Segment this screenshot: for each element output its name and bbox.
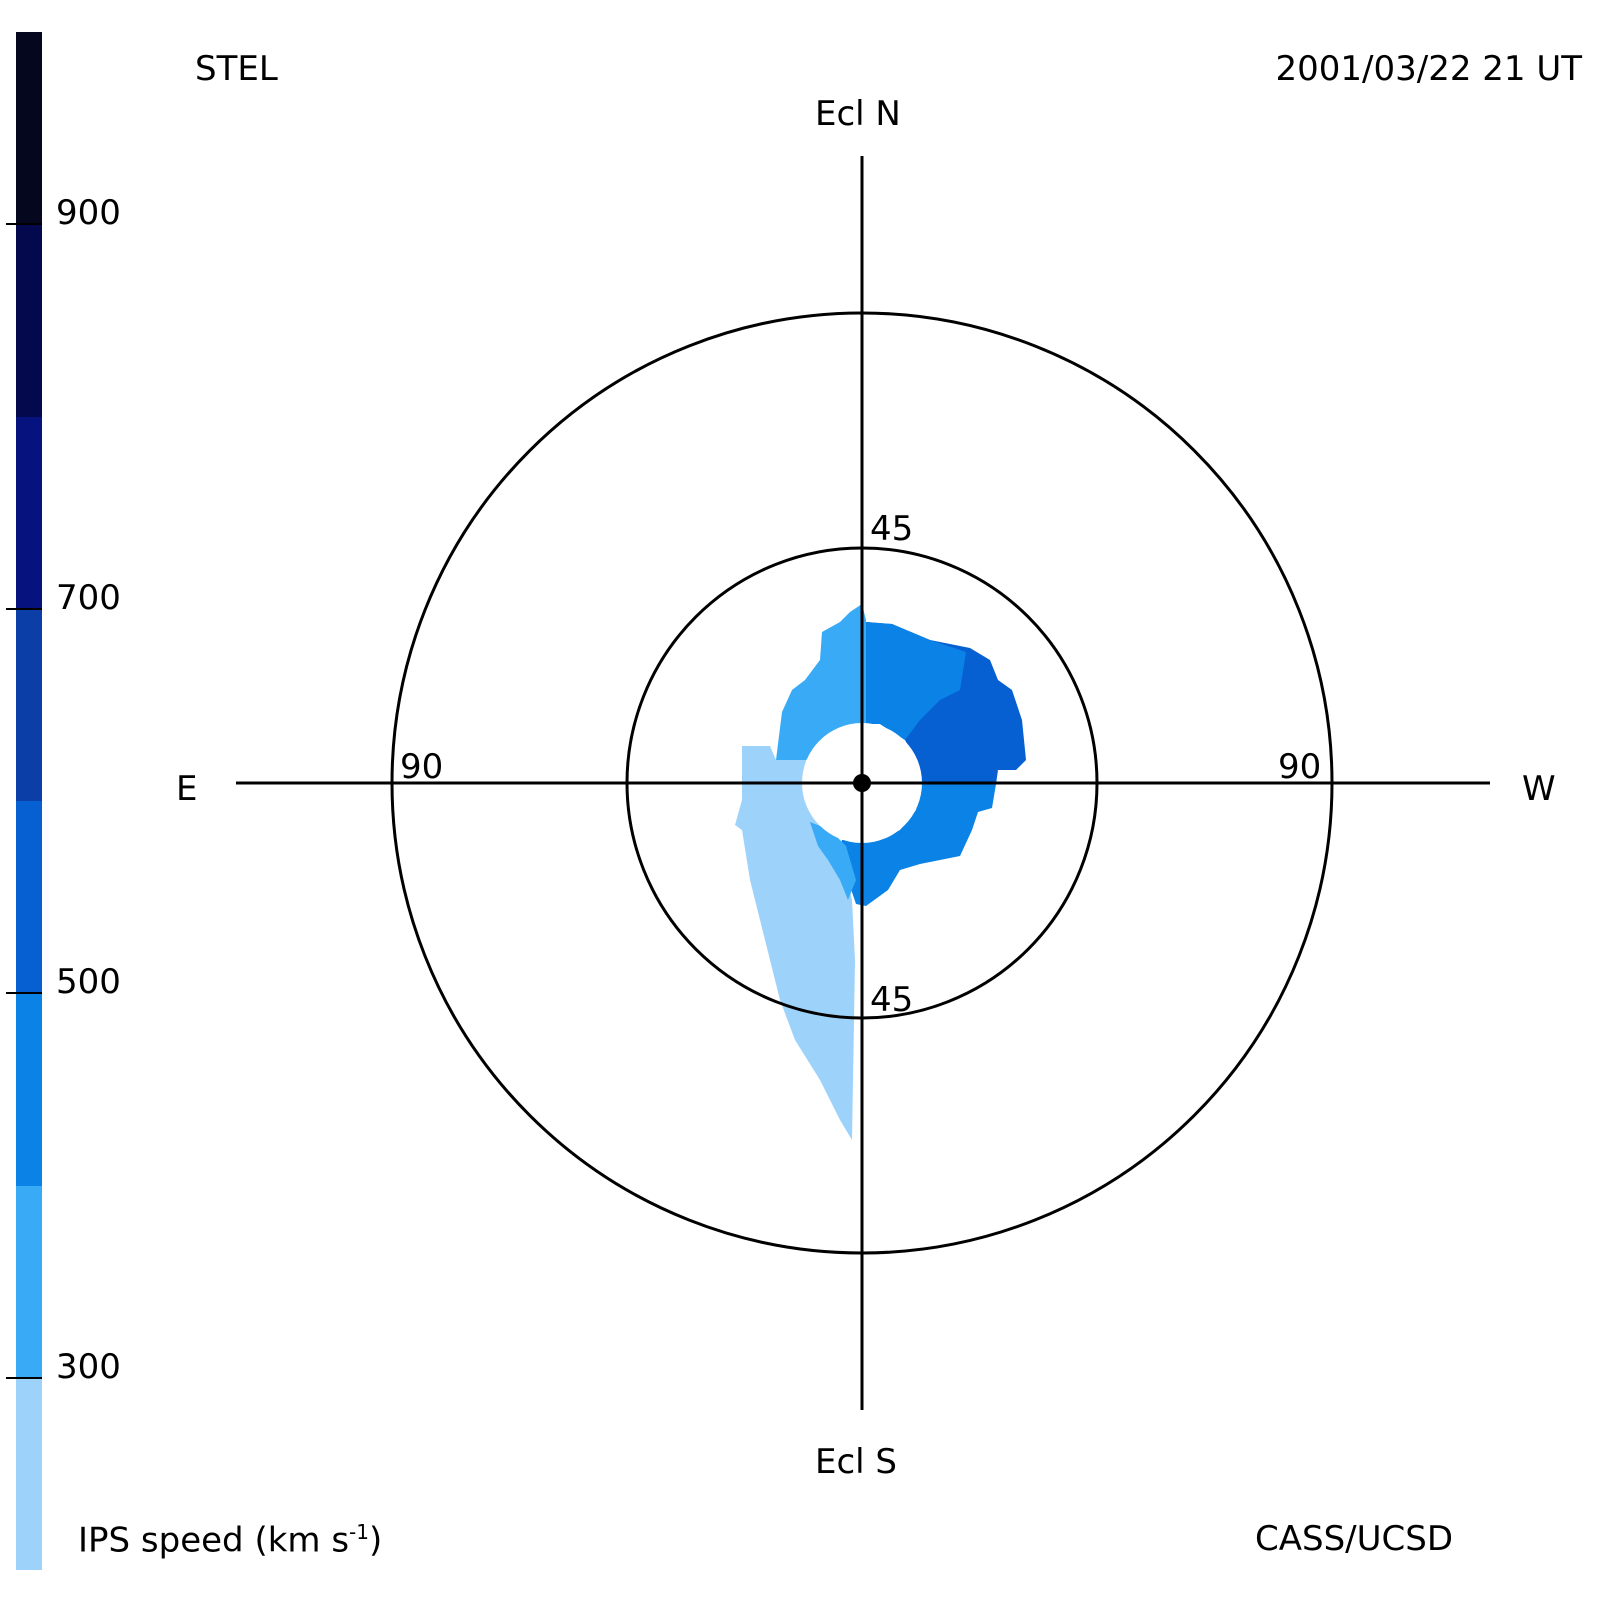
colorbar-level-5 (16, 416, 42, 609)
west-label: W (1522, 769, 1556, 809)
sun-marker (853, 774, 871, 792)
colorbar-tick-label-300: 300 (56, 1346, 121, 1387)
south-label: Ecl S (815, 1442, 898, 1482)
timestamp-label: 2001/03/22 21 UT (1275, 49, 1583, 89)
north-label: Ecl N (815, 94, 901, 134)
colorbar-tick-700 (6, 607, 42, 610)
colorbar-level-6 (16, 224, 42, 417)
region-south-west (836, 784, 996, 906)
colorbar-level-7 (16, 32, 42, 225)
colorbar-level-1 (16, 1185, 42, 1378)
instrument-label: STEL (195, 49, 278, 89)
colorbar-tick-500 (6, 992, 42, 995)
colorbar-title: IPS speed (km s-1) (78, 1520, 383, 1561)
colorbar-level-4 (16, 608, 42, 801)
east-label: E (176, 769, 198, 809)
colorbar-level-2 (16, 993, 42, 1186)
region-south-patch (810, 822, 856, 900)
ring-45-bottom-label: 45 (870, 980, 914, 1020)
region-north-east (776, 604, 866, 760)
colorbar-tick-label-500: 500 (56, 962, 121, 1003)
colorbar-tick-900 (6, 223, 42, 226)
ring-45-top-label: 45 (870, 509, 914, 549)
credit-label: CASS/UCSD (1255, 1519, 1454, 1559)
ring-90-right-label: 90 (1278, 747, 1322, 787)
colorbar-tick-300 (6, 1376, 42, 1379)
colorbar (16, 32, 42, 1570)
colorbar-level-3 (16, 801, 42, 994)
ring-90-left-label: 90 (400, 747, 444, 787)
speed-map-data (735, 604, 1026, 1140)
colorbar-tick-label-900: 900 (56, 193, 121, 234)
colorbar-tick-label-700: 700 (56, 577, 121, 618)
map-axes (236, 156, 1490, 1410)
region-north (866, 622, 966, 740)
colorbar-level-0 (16, 1377, 42, 1570)
